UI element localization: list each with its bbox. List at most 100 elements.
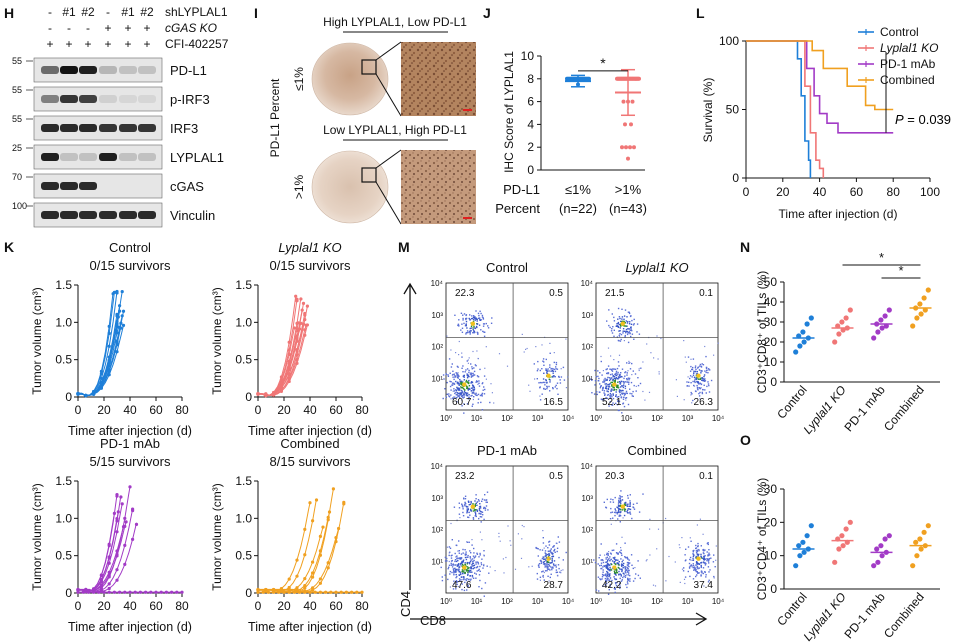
m-event-dot (473, 386, 475, 389)
m-event-dot (458, 502, 460, 504)
m-y-arrow (403, 282, 417, 590)
m-event-dot (708, 549, 710, 551)
m-event-dot (598, 557, 600, 559)
m-event-dot (700, 372, 702, 374)
m-plot-title: Control (486, 260, 528, 275)
m-event-dot (603, 379, 605, 382)
m-event-dot (452, 398, 455, 400)
m-event-dot (701, 392, 704, 395)
m-quad-lr: 37.4 (694, 580, 714, 591)
m-event-dot (621, 412, 623, 414)
m-event-dot (631, 395, 633, 397)
m-event-dot (693, 385, 696, 387)
m-event-dot (544, 564, 546, 566)
m-event-dot (620, 325, 622, 327)
m-event-dot (715, 559, 717, 561)
m-event-dot (470, 578, 472, 580)
m-event-dot (602, 574, 605, 576)
m-y-tick-label: 10³ (431, 494, 443, 503)
m-y-tick-label: 10¹ (431, 374, 443, 383)
m-event-dot (460, 553, 463, 555)
m-event-dot (543, 557, 545, 559)
tissue-core (311, 42, 389, 116)
m-event-dot (551, 567, 553, 569)
m-event-dot (689, 375, 692, 377)
m-y-tick-label: 10² (581, 526, 593, 535)
m-event-dot (617, 409, 620, 412)
m-event-dot (567, 376, 569, 378)
m-event-dot (473, 567, 476, 569)
m-event-dot (544, 570, 547, 572)
m-event-dot (546, 570, 548, 572)
m-event-dot (544, 388, 546, 390)
m-event-dot (470, 502, 472, 504)
lane-mark: - (67, 21, 71, 35)
m-event-dot (612, 368, 614, 370)
m-event-dot (602, 561, 605, 564)
m-event-dot (464, 563, 466, 566)
N-point (797, 343, 803, 349)
m-event-dot (548, 370, 550, 372)
m-event-dot (470, 363, 472, 365)
m-event-dot (552, 563, 555, 565)
m-event-dot (660, 337, 662, 340)
m-event-dot (460, 558, 462, 560)
m-event-dot (468, 317, 470, 320)
m-event-dot (473, 374, 475, 376)
m-event-dot (466, 563, 468, 565)
m-event-dot (628, 559, 630, 561)
m-event-dot (549, 569, 551, 571)
m-event-dot (466, 377, 469, 379)
m-event-dot (477, 383, 479, 385)
m-event-dot (506, 365, 509, 367)
k-y-tick-label: 0 (65, 586, 72, 600)
m-event-dot (601, 578, 603, 580)
m-event-dot (598, 377, 600, 380)
m-event-dot (620, 502, 622, 504)
blot-band (119, 66, 137, 74)
m-event-dot (551, 559, 553, 561)
m-event-dot (459, 383, 462, 385)
j-point (623, 122, 627, 127)
m-event-dot (703, 562, 705, 564)
m-event-dot (617, 307, 620, 310)
m-event-dot (470, 387, 473, 389)
m-event-dot (494, 570, 496, 572)
mw-marker: 25 (12, 143, 22, 153)
m-event-dot (475, 561, 477, 563)
m-event-dot (618, 334, 620, 337)
j-point (626, 156, 630, 161)
m-event-dot (484, 331, 486, 333)
m-event-dot (469, 556, 471, 558)
m-event-dot (469, 569, 471, 572)
m-event-dot (466, 556, 468, 558)
m-event-dot (617, 326, 620, 328)
m-event-dot (626, 581, 629, 583)
m-event-dot (473, 370, 476, 373)
m-event-dot (614, 587, 616, 589)
N-y-tick-label: 40 (764, 295, 778, 309)
k-y-label: Tumor volume (cm³) (30, 287, 44, 395)
m-event-dot (521, 333, 523, 335)
m-event-dot (685, 548, 687, 550)
m-event-dot (621, 509, 624, 511)
zoom-box (361, 167, 377, 183)
m-event-dot (630, 335, 632, 338)
m-event-dot (447, 578, 449, 581)
m-event-dot (479, 394, 482, 397)
ihc-side-label: >1% (292, 174, 306, 199)
m-event-dot (465, 394, 468, 396)
j-point (628, 145, 632, 150)
m-event-dot (465, 314, 467, 317)
m-event-dot (705, 576, 707, 578)
m-event-dot (707, 383, 710, 385)
m-event-dot (469, 330, 471, 332)
O-point (925, 523, 931, 529)
m-event-dot (468, 561, 471, 564)
N-category-label: Combined (881, 383, 927, 434)
m-event-dot (444, 556, 447, 559)
m-event-dot (472, 327, 474, 329)
m-event-dot (453, 396, 455, 398)
m-event-dot (458, 389, 460, 391)
m-event-dot (465, 369, 467, 371)
